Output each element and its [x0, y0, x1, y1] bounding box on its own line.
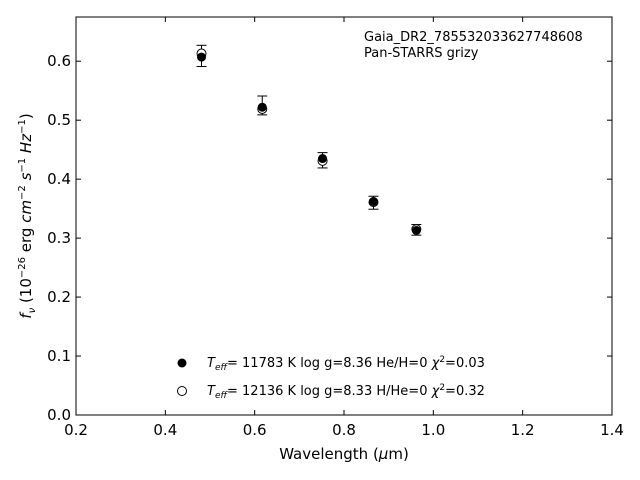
x-tick-label: 1.2: [511, 421, 535, 439]
y-tick-label: 0.0: [47, 406, 71, 424]
y-axis-label: fν (10−26 erg cm−2 s−1 Hz−1): [17, 113, 38, 318]
x-axis-ticks: 0.2 0.4 0.6 0.8 1.0 1.2 1.4: [64, 17, 624, 439]
y-tick-label: 0.3: [47, 229, 71, 247]
y-axis-ticks: 0.0 0.1 0.2 0.3 0.4 0.5 0.6: [47, 52, 612, 424]
legend-marker-open: [177, 386, 187, 396]
point-filled: [368, 197, 378, 207]
legend-marker-filled: [177, 358, 187, 368]
x-tick-label: 0.6: [243, 421, 267, 439]
point-filled: [197, 52, 207, 62]
y-tick-label: 0.1: [47, 347, 71, 365]
x-tick-label: 1.0: [421, 421, 445, 439]
annotation-survey: Pan-STARRS grizy: [364, 46, 479, 61]
x-tick-label: 1.4: [600, 421, 624, 439]
annotation-object-id: Gaia_DR2_785532033627748608: [364, 30, 583, 45]
plot-area: [75, 16, 613, 416]
legend-entry-1: Teff= 11783 K log g=8.36 He/H=0 χ2=0.03: [207, 355, 485, 373]
y-tick-label: 0.2: [47, 288, 71, 306]
legend-entry-2: Teff= 12136 K log g=8.33 H/He=0 χ2=0.32: [207, 383, 485, 401]
x-tick-label: 0.2: [64, 421, 88, 439]
point-filled: [257, 102, 267, 112]
y-tick-label: 0.4: [47, 170, 71, 188]
point-filled: [318, 154, 328, 164]
x-tick-label: 0.4: [153, 421, 177, 439]
y-tick-label: 0.6: [47, 52, 71, 70]
data-points: [196, 48, 422, 235]
point-filled: [411, 225, 421, 235]
legend: Teff= 11783 K log g=8.36 He/H=0 χ2=0.03 …: [177, 355, 485, 401]
y-tick-label: 0.5: [47, 111, 71, 129]
x-axis-label: Wavelength (μm): [279, 445, 409, 463]
x-tick-label: 0.8: [332, 421, 356, 439]
